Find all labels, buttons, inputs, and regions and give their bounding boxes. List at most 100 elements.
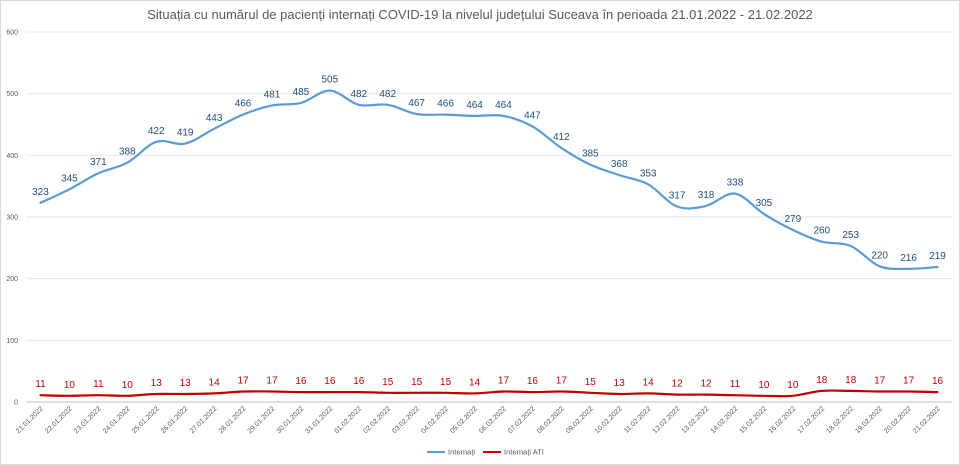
x-tick-label: 27.01.2022 (189, 405, 219, 435)
data-label: 467 (408, 98, 425, 109)
data-label: 220 (871, 250, 888, 261)
x-tick-label: 24.01.2022 (102, 405, 132, 435)
data-label: 443 (206, 113, 223, 124)
data-label: 505 (322, 75, 339, 86)
x-tick-label: 05.02.2022 (449, 405, 479, 435)
y-tick-label: 500 (6, 91, 18, 98)
data-label: 16 (295, 376, 307, 387)
data-label: 13 (180, 378, 192, 389)
data-label: 18 (816, 375, 828, 386)
x-tick-label: 06.02.2022 (478, 405, 508, 435)
x-tick-label: 10.02.2022 (594, 405, 624, 435)
data-label: 14 (643, 377, 655, 388)
data-label: 10 (122, 380, 134, 391)
data-label: 318 (698, 190, 715, 201)
data-label: 371 (90, 157, 107, 168)
data-label: 253 (842, 230, 859, 241)
data-label: 422 (148, 126, 165, 137)
legend: Internați Internați ATI (427, 448, 544, 457)
data-label: 13 (151, 378, 163, 389)
x-tick-label: 20.02.2022 (883, 405, 913, 435)
x-tick-label: 16.02.2022 (768, 405, 798, 435)
data-label: 17 (903, 376, 915, 387)
y-tick-label: 600 (6, 30, 18, 37)
data-label: 16 (353, 376, 365, 387)
data-label: 464 (495, 100, 512, 111)
x-tick-label: 18.02.2022 (825, 405, 855, 435)
x-tick-label: 22.01.2022 (44, 405, 74, 435)
x-tick-label: 31.01.2022 (305, 405, 335, 435)
y-tick-label: 200 (6, 276, 18, 283)
data-label: 338 (727, 178, 744, 189)
chart-title: Situația cu numărul de pacienți internaț… (147, 7, 813, 22)
data-label: 17 (237, 376, 249, 387)
data-label: 16 (932, 376, 944, 387)
x-tick-label: 01.02.2022 (333, 405, 363, 435)
data-label: 17 (874, 376, 886, 387)
y-tick-label: 100 (6, 338, 18, 345)
data-label: 419 (177, 128, 194, 139)
data-label: 15 (440, 377, 452, 388)
x-tick-label: 11.02.2022 (623, 405, 652, 434)
x-tick-label: 21.01.2022 (15, 405, 45, 435)
y-tick-label: 300 (6, 215, 18, 222)
x-tick-label: 07.02.2022 (507, 405, 537, 435)
data-label: 482 (350, 89, 367, 100)
x-tick-label: 25.01.2022 (131, 405, 161, 435)
data-label: 16 (324, 376, 336, 387)
data-label: 466 (437, 99, 454, 110)
data-label: 16 (527, 376, 539, 387)
data-label: 368 (611, 159, 628, 170)
data-label: 12 (700, 379, 712, 390)
data-label: 388 (119, 147, 136, 158)
gridlines (26, 31, 952, 403)
data-label: 305 (756, 198, 773, 209)
data-label: 485 (293, 87, 310, 98)
x-tick-label: 23.01.2022 (73, 405, 103, 435)
data-label: 216 (900, 253, 917, 264)
x-tick-label: 15.02.2022 (739, 405, 769, 435)
data-label: 13 (614, 378, 626, 389)
x-tick-label: 29.01.2022 (247, 405, 277, 435)
data-label: 10 (787, 380, 799, 391)
data-label: 15 (585, 377, 597, 388)
y-tick-label: 0 (14, 400, 18, 407)
x-tick-label: 12.02.2022 (652, 405, 682, 435)
x-tick-label: 21.02.2022 (912, 405, 942, 435)
y-axis: 0 100 200 300 400 500 600 (6, 30, 18, 407)
series-line-internati (39, 89, 939, 271)
data-label: 482 (379, 89, 396, 100)
data-label: 18 (845, 375, 857, 386)
data-label: 317 (669, 191, 686, 202)
data-label: 10 (758, 380, 770, 391)
y-tick-label: 400 (6, 153, 18, 160)
data-label: 353 (640, 168, 657, 179)
data-label: 385 (582, 149, 599, 160)
data-label: 219 (929, 251, 946, 262)
series-line-internati-ati (39, 389, 939, 398)
x-tick-label: 19.02.2022 (854, 405, 884, 435)
data-label: 11 (93, 379, 104, 390)
x-tick-label: 30.01.2022 (276, 405, 306, 435)
x-tick-label: 09.02.2022 (565, 405, 595, 435)
legend-label: Internați (448, 448, 475, 457)
data-label: 464 (466, 100, 483, 111)
data-label: 10 (64, 380, 76, 391)
data-label: 11 (35, 379, 46, 390)
x-tick-label: 08.02.2022 (536, 405, 566, 435)
x-axis: 21.01.2022 22.01.2022 23.01.2022 24.01.2022… (15, 405, 942, 435)
x-tick-label: 26.01.2022 (160, 405, 190, 435)
data-labels: 323 345 371 388 422 419 443 466 481 485 505 482 482 4… (32, 75, 946, 391)
data-label: 481 (264, 89, 281, 100)
data-label: 12 (672, 379, 684, 390)
data-label: 466 (235, 99, 252, 110)
data-label: 15 (411, 377, 423, 388)
x-tick-label: 28.01.2022 (218, 405, 248, 435)
x-tick-label: 17.02.2022 (796, 405, 826, 435)
data-label: 15 (382, 377, 394, 388)
data-label: 17 (498, 376, 510, 387)
x-tick-label: 04.02.2022 (420, 405, 450, 435)
x-tick-label: 13.02.2022 (681, 405, 711, 435)
data-label: 323 (32, 187, 49, 198)
